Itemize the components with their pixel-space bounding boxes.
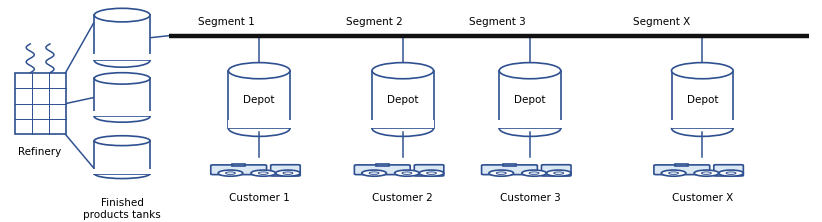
Circle shape bbox=[726, 172, 736, 174]
Circle shape bbox=[701, 172, 711, 174]
Text: Segment 1: Segment 1 bbox=[198, 18, 255, 28]
Bar bbox=[228, 120, 291, 128]
Circle shape bbox=[668, 172, 678, 174]
Bar bbox=[95, 15, 150, 60]
Ellipse shape bbox=[95, 169, 150, 178]
Text: Customer 3: Customer 3 bbox=[500, 193, 561, 203]
Circle shape bbox=[395, 170, 419, 176]
Circle shape bbox=[225, 172, 235, 174]
FancyBboxPatch shape bbox=[713, 165, 743, 176]
Bar bbox=[15, 73, 66, 135]
Text: Customer 1: Customer 1 bbox=[229, 193, 289, 203]
Circle shape bbox=[251, 170, 275, 176]
Bar bbox=[363, 172, 439, 173]
Ellipse shape bbox=[372, 63, 433, 79]
Circle shape bbox=[369, 172, 379, 174]
Text: Customer X: Customer X bbox=[672, 193, 733, 203]
Text: Segment X: Segment X bbox=[633, 18, 690, 28]
Text: Finished
products tanks: Finished products tanks bbox=[83, 198, 161, 220]
Text: Depot: Depot bbox=[243, 95, 275, 105]
Circle shape bbox=[419, 170, 444, 176]
Ellipse shape bbox=[499, 63, 561, 79]
Bar bbox=[233, 164, 245, 166]
Ellipse shape bbox=[229, 63, 290, 79]
Ellipse shape bbox=[95, 8, 150, 22]
Circle shape bbox=[402, 172, 412, 174]
Ellipse shape bbox=[372, 120, 433, 136]
Bar bbox=[663, 172, 738, 173]
Bar bbox=[498, 120, 561, 128]
Bar bbox=[372, 71, 433, 128]
Ellipse shape bbox=[95, 54, 150, 67]
Text: Depot: Depot bbox=[686, 95, 718, 105]
Bar bbox=[672, 71, 733, 128]
Ellipse shape bbox=[499, 120, 561, 136]
FancyBboxPatch shape bbox=[414, 165, 444, 176]
Circle shape bbox=[496, 172, 506, 174]
Circle shape bbox=[283, 172, 293, 174]
Circle shape bbox=[718, 170, 743, 176]
FancyBboxPatch shape bbox=[482, 165, 538, 175]
Bar bbox=[94, 111, 151, 117]
Circle shape bbox=[362, 170, 386, 176]
Circle shape bbox=[529, 172, 539, 174]
Text: Customer 2: Customer 2 bbox=[372, 193, 433, 203]
Bar bbox=[95, 78, 150, 117]
Circle shape bbox=[218, 170, 242, 176]
Circle shape bbox=[427, 172, 436, 174]
Bar bbox=[219, 172, 295, 173]
Bar bbox=[499, 71, 561, 128]
Ellipse shape bbox=[95, 73, 150, 84]
Bar bbox=[372, 120, 434, 128]
Bar bbox=[491, 172, 566, 173]
Bar bbox=[94, 54, 151, 60]
Circle shape bbox=[547, 170, 571, 176]
Ellipse shape bbox=[95, 136, 150, 146]
Bar bbox=[671, 120, 734, 128]
Bar bbox=[95, 141, 150, 174]
Circle shape bbox=[661, 170, 686, 176]
Circle shape bbox=[489, 170, 514, 176]
Circle shape bbox=[554, 172, 564, 174]
Text: Depot: Depot bbox=[387, 95, 418, 105]
Text: Segment 3: Segment 3 bbox=[469, 18, 525, 28]
FancyBboxPatch shape bbox=[354, 165, 410, 175]
Text: Depot: Depot bbox=[515, 95, 546, 105]
Bar bbox=[229, 71, 290, 128]
FancyBboxPatch shape bbox=[210, 165, 266, 175]
Bar bbox=[676, 164, 688, 166]
Text: Segment 2: Segment 2 bbox=[346, 18, 403, 28]
Circle shape bbox=[694, 170, 718, 176]
Ellipse shape bbox=[95, 111, 150, 122]
Circle shape bbox=[522, 170, 547, 176]
Text: Refinery: Refinery bbox=[18, 147, 62, 157]
FancyBboxPatch shape bbox=[542, 165, 571, 176]
Ellipse shape bbox=[672, 120, 733, 136]
Bar bbox=[503, 164, 516, 166]
FancyBboxPatch shape bbox=[270, 165, 300, 176]
Circle shape bbox=[275, 170, 300, 176]
FancyBboxPatch shape bbox=[653, 165, 709, 175]
Ellipse shape bbox=[229, 120, 290, 136]
Ellipse shape bbox=[672, 63, 733, 79]
Circle shape bbox=[258, 172, 268, 174]
Bar bbox=[94, 169, 151, 174]
Bar bbox=[376, 164, 389, 166]
